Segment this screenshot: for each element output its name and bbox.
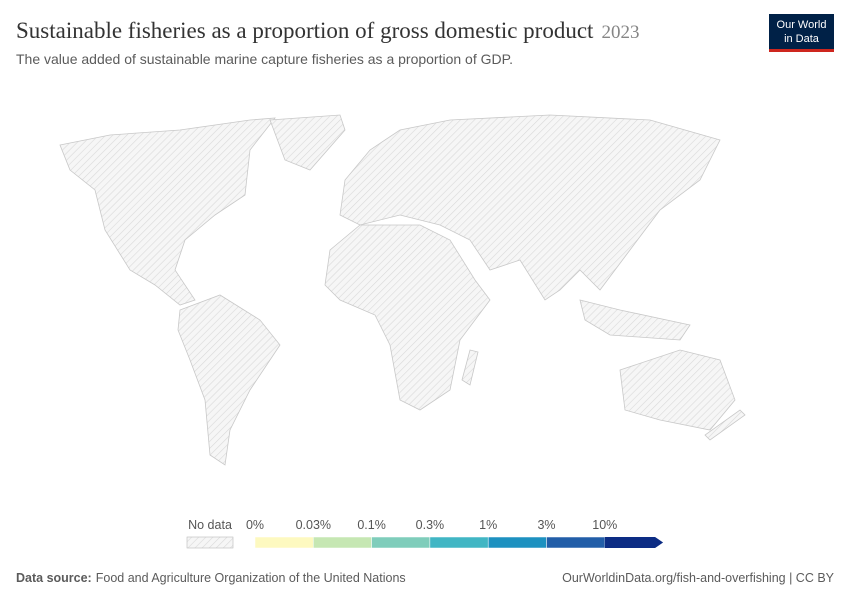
- land: [324, 224, 491, 411]
- land: [461, 349, 479, 386]
- legend-swatch: [313, 536, 372, 549]
- logo-bar: [769, 49, 834, 52]
- logo-text: Our World: [777, 19, 827, 31]
- legend-swatch: [429, 536, 489, 549]
- land: [339, 114, 721, 301]
- land: [269, 114, 346, 171]
- legend-tick-label: 3%: [537, 518, 555, 532]
- year: 2023: [601, 22, 639, 43]
- legend-tick-label: 0.03%: [296, 518, 331, 532]
- title: Sustainable fisheries as a proportion of…: [16, 18, 594, 43]
- legend: No data 0% 0.03% 0.1% 0.3% 1% 3% 10%: [186, 518, 664, 549]
- source-label: Data source:: [16, 571, 92, 585]
- legend-no-data-swatch: [186, 536, 234, 549]
- legend-tick-label: 0.1%: [357, 518, 386, 532]
- url: OurWorldinData.org/fish-and-overfishing …: [562, 571, 835, 585]
- land: [579, 299, 691, 341]
- land: [177, 294, 281, 466]
- map: [59, 114, 746, 466]
- subtitle: The value added of sustainable marine ca…: [16, 51, 513, 67]
- logo[interactable]: Our World in Data: [769, 14, 834, 52]
- legend-no-data: No data: [188, 518, 232, 532]
- legend-tick-label: 1%: [479, 518, 497, 532]
- legend-swatch: [371, 536, 431, 549]
- land: [619, 349, 736, 431]
- source: Food and Agriculture Organization of the…: [96, 571, 406, 585]
- legend-swatch: [546, 536, 606, 549]
- land: [59, 117, 276, 306]
- logo-box: [769, 14, 834, 50]
- legend-swatch: [487, 536, 547, 549]
- logo-text: in Data: [784, 33, 820, 45]
- land: [704, 409, 746, 441]
- legend-tick-label: 10%: [592, 518, 617, 532]
- legend-tick-label: 0.3%: [416, 518, 445, 532]
- legend-swatch: [254, 536, 314, 549]
- legend-tick-label: 0%: [246, 518, 264, 532]
- legend-swatch: [604, 537, 664, 548]
